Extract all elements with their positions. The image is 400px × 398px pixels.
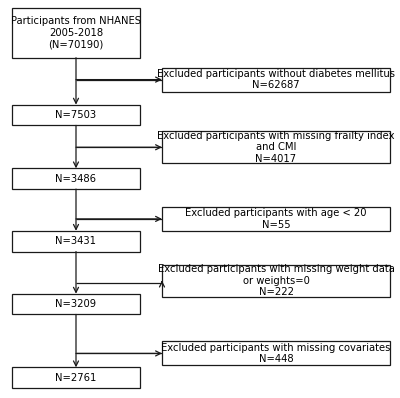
FancyBboxPatch shape	[12, 367, 140, 388]
FancyBboxPatch shape	[12, 8, 140, 58]
Text: N=7503: N=7503	[56, 110, 96, 120]
FancyBboxPatch shape	[162, 68, 390, 92]
Text: N=3486: N=3486	[56, 174, 96, 184]
Text: N=3431: N=3431	[56, 236, 96, 246]
FancyBboxPatch shape	[162, 341, 390, 365]
Text: Excluded participants without diabetes mellitus
N=62687: Excluded participants without diabetes m…	[157, 69, 395, 90]
Text: Excluded participants with missing frailty index
and CMI
N=4017: Excluded participants with missing frail…	[157, 131, 395, 164]
FancyBboxPatch shape	[12, 231, 140, 252]
FancyBboxPatch shape	[162, 207, 390, 231]
FancyBboxPatch shape	[12, 168, 140, 189]
FancyBboxPatch shape	[12, 105, 140, 125]
Text: N=2761: N=2761	[55, 373, 97, 383]
FancyBboxPatch shape	[162, 265, 390, 297]
Text: Excluded participants with missing weight data
or weights=0
N=222: Excluded participants with missing weigh…	[158, 264, 394, 297]
FancyBboxPatch shape	[12, 294, 140, 314]
Text: Excluded participants with missing covariates
N=448: Excluded participants with missing covar…	[161, 343, 391, 364]
Text: Excluded participants with age < 20
N=55: Excluded participants with age < 20 N=55	[185, 208, 367, 230]
Text: N=3209: N=3209	[56, 299, 96, 309]
Text: Participants from NHANES
2005-2018
(N=70190): Participants from NHANES 2005-2018 (N=70…	[11, 16, 141, 49]
FancyBboxPatch shape	[162, 131, 390, 163]
